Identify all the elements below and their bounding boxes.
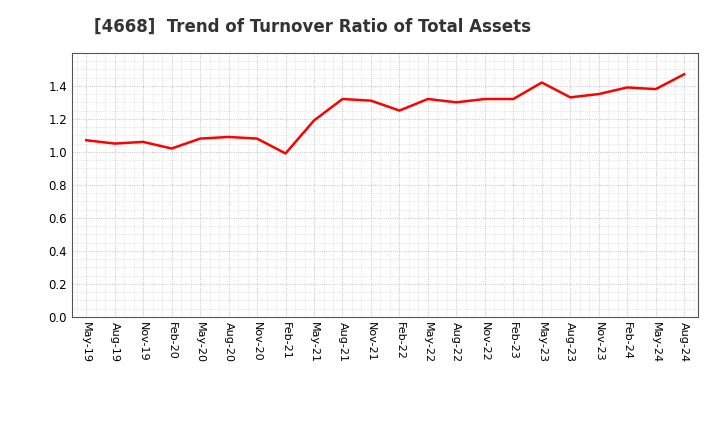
Text: [4668]  Trend of Turnover Ratio of Total Assets: [4668] Trend of Turnover Ratio of Total …: [94, 18, 531, 36]
